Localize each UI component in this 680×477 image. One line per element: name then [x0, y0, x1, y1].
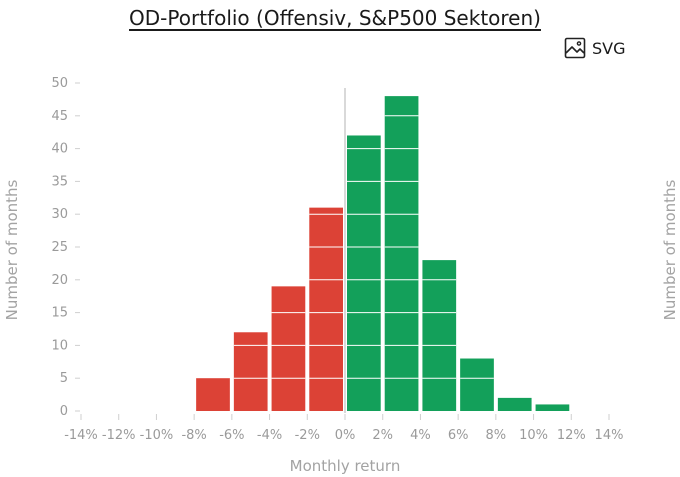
export-svg-label: SVG — [592, 38, 626, 58]
histogram-bar — [460, 358, 494, 411]
x-axis-title: Monthly return — [290, 457, 401, 475]
y-tick-label: 45 — [51, 109, 68, 124]
histogram-bar — [422, 260, 457, 411]
chart-title: OD-Portfolio (Offensiv, S&P500 Sektoren) — [129, 6, 541, 30]
x-tick-label: -8% — [181, 428, 206, 443]
x-tick-label: -2% — [295, 428, 320, 443]
x-tick-label: 14% — [595, 428, 624, 443]
y-tick-label: 0 — [60, 404, 68, 419]
y-tick-label: 10 — [51, 338, 68, 353]
y-tick-label: 40 — [51, 142, 68, 157]
y-tick-label: 35 — [51, 174, 68, 189]
y-tick-label: 50 — [51, 76, 68, 91]
y-tick-label: 15 — [51, 306, 68, 321]
x-tick-label: 12% — [557, 428, 586, 443]
image-icon — [564, 37, 586, 59]
histogram-bar — [309, 207, 343, 411]
y-axis-title-right: Number of months — [661, 179, 679, 320]
x-tick-label: 4% — [410, 428, 431, 443]
x-tick-label: 10% — [519, 428, 548, 443]
x-tick-label: -4% — [257, 428, 282, 443]
x-tick-label: 0% — [335, 428, 356, 443]
histogram-bar — [233, 332, 268, 411]
histogram-bar — [347, 135, 381, 412]
x-tick-label: -14% — [64, 428, 98, 443]
histogram-bar — [196, 378, 230, 411]
y-tick-label: 5 — [60, 371, 68, 386]
histogram-bar — [535, 404, 570, 411]
x-tick-label: 8% — [486, 428, 507, 443]
x-tick-label: -6% — [219, 428, 244, 443]
export-svg-button[interactable]: SVG — [564, 36, 626, 60]
x-tick-label: -12% — [102, 428, 136, 443]
y-axis-title: Number of months — [3, 179, 21, 320]
histogram-bar — [497, 397, 532, 411]
x-tick-label: 6% — [448, 428, 469, 443]
y-tick-label: 25 — [51, 240, 68, 255]
histogram-bar — [384, 96, 419, 412]
y-tick-label: 20 — [51, 273, 68, 288]
histogram-bar — [271, 286, 306, 411]
x-tick-label: 2% — [372, 428, 393, 443]
x-tick-label: -10% — [140, 428, 174, 443]
y-tick-label: 30 — [51, 207, 68, 222]
